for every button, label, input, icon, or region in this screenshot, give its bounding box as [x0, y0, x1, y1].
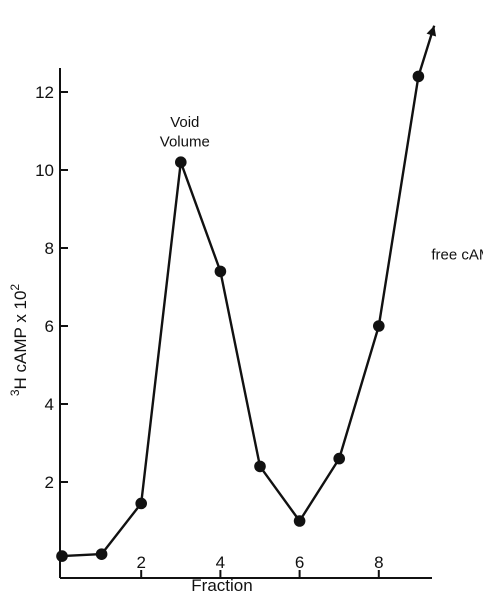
y-tick-label: 10: [35, 161, 54, 180]
data-point: [135, 497, 147, 510]
data-point: [373, 320, 385, 332]
annotation: Void: [170, 114, 199, 131]
y-axis-title: 3H cAMP x 102: [8, 284, 30, 397]
data-point: [95, 548, 108, 560]
y-tick-label: 4: [45, 395, 54, 414]
series: [56, 25, 437, 562]
x-axis-title: Fraction: [191, 576, 252, 593]
x-tick-label: 8: [374, 553, 383, 572]
y-tick-label: 12: [35, 83, 54, 102]
x-tick-label: 2: [136, 553, 145, 572]
annotation: Volume: [160, 134, 210, 151]
y-axis-title-sup-left: 3: [8, 389, 22, 396]
annotations: Void Volume free cAMP: [160, 114, 483, 264]
annotation: free cAMP: [431, 247, 483, 264]
data-point: [333, 452, 346, 465]
y-ticks: 2 4 6 8 10 12: [35, 83, 68, 492]
y-axis-title-sup-right: 2: [8, 284, 22, 291]
series-line: [61, 25, 436, 558]
y-tick-label: 2: [45, 473, 54, 492]
y-tick-label: 6: [45, 317, 54, 336]
x-ticks: 2 4 6 8: [136, 553, 384, 578]
data-point: [175, 156, 187, 168]
y-tick-label: 8: [45, 239, 54, 258]
data-point: [293, 515, 306, 527]
data-point: [214, 265, 227, 278]
data-point: [56, 550, 68, 562]
svg-text:3H cAMP x 102: 3H cAMP x 102: [8, 284, 30, 397]
data-point: [412, 70, 425, 83]
data-point: [254, 460, 266, 473]
x-tick-label: 6: [295, 553, 304, 572]
y-axis-title-main: H cAMP x 10: [11, 291, 30, 390]
axes: [59, 68, 432, 579]
x-tick-label: 4: [216, 553, 225, 572]
